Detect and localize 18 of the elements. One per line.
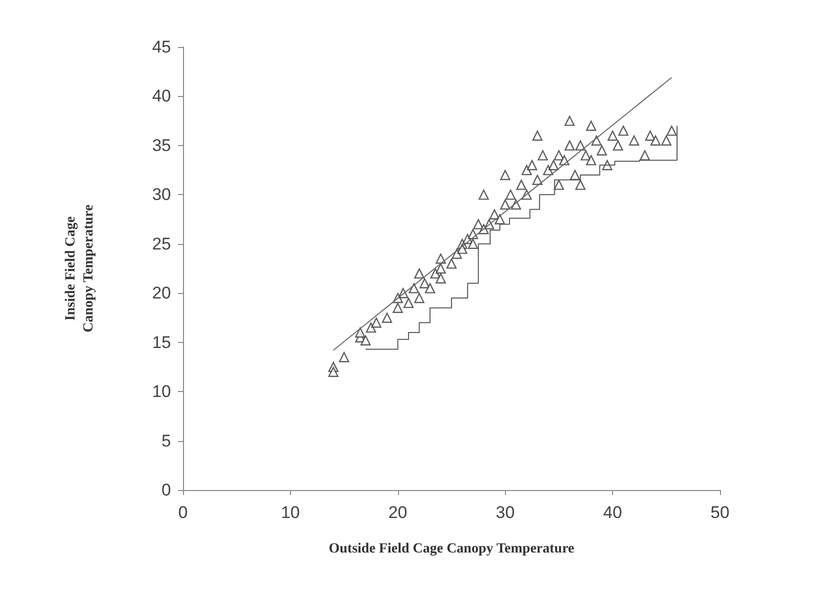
x-tick-label: 20 xyxy=(388,503,408,522)
y-tick-label: 20 xyxy=(152,284,171,303)
y-tick-label: 25 xyxy=(152,234,171,254)
y-tick-label: 15 xyxy=(152,332,171,352)
y-tick-label: 30 xyxy=(152,185,171,204)
y-tick-label: 0 xyxy=(162,480,171,500)
x-tick-label: 10 xyxy=(280,503,300,522)
y-tick-label: 45 xyxy=(152,38,171,56)
y-axis-title: Inside Field Cage Canopy Temperature xyxy=(64,204,96,332)
y-tick-label: 10 xyxy=(152,382,171,402)
x-tick-label: 40 xyxy=(603,503,622,522)
x-axis-title: Outside Field Cage Canopy Temperature xyxy=(328,542,574,556)
y-tick-label: 35 xyxy=(152,136,171,155)
x-tick-label: 30 xyxy=(496,503,515,522)
x-tick-label: 50 xyxy=(710,503,730,522)
y-tick-label: 5 xyxy=(162,431,171,450)
x-tick-label: 0 xyxy=(178,503,188,522)
y-tick-label: 40 xyxy=(152,86,171,106)
